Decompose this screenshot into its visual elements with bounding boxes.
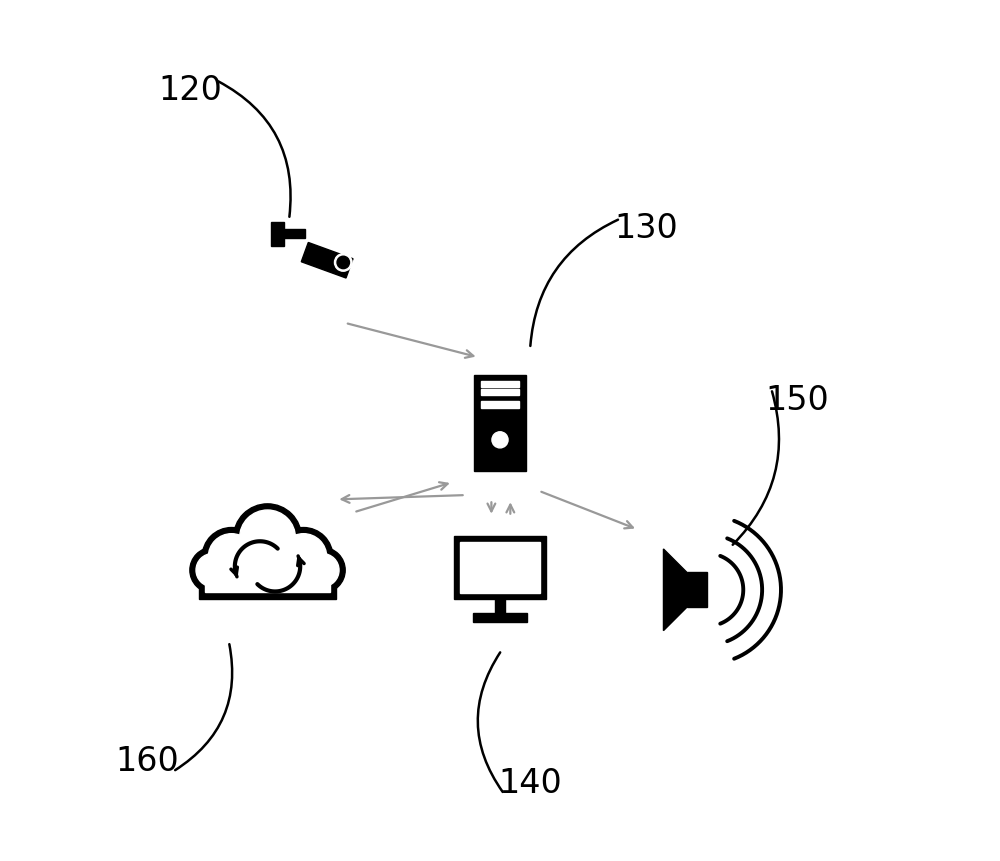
FancyArrowPatch shape: [218, 81, 291, 217]
Circle shape: [280, 534, 327, 580]
FancyBboxPatch shape: [687, 573, 707, 607]
FancyArrowPatch shape: [733, 391, 779, 545]
FancyBboxPatch shape: [454, 536, 546, 599]
Polygon shape: [301, 243, 353, 278]
Circle shape: [334, 254, 352, 271]
FancyBboxPatch shape: [474, 375, 526, 471]
Circle shape: [190, 548, 235, 593]
FancyBboxPatch shape: [460, 542, 540, 593]
FancyArrowPatch shape: [478, 653, 503, 792]
FancyBboxPatch shape: [481, 389, 519, 395]
Circle shape: [300, 548, 345, 593]
Circle shape: [233, 504, 302, 572]
Circle shape: [337, 257, 349, 269]
Circle shape: [274, 528, 333, 586]
FancyBboxPatch shape: [481, 401, 519, 407]
FancyBboxPatch shape: [271, 222, 284, 245]
FancyBboxPatch shape: [473, 613, 527, 623]
FancyBboxPatch shape: [481, 381, 519, 387]
FancyArrowPatch shape: [175, 644, 232, 770]
FancyBboxPatch shape: [495, 598, 505, 613]
Circle shape: [196, 554, 229, 586]
Text: 140: 140: [498, 767, 562, 800]
Circle shape: [240, 510, 295, 566]
Text: 160: 160: [115, 746, 179, 778]
Circle shape: [492, 431, 508, 448]
FancyBboxPatch shape: [199, 567, 336, 598]
FancyArrowPatch shape: [530, 220, 618, 346]
Polygon shape: [663, 549, 687, 630]
FancyBboxPatch shape: [283, 230, 305, 238]
Circle shape: [208, 534, 255, 580]
FancyBboxPatch shape: [205, 562, 330, 592]
Text: 120: 120: [158, 74, 222, 107]
Circle shape: [202, 528, 261, 586]
Text: 150: 150: [765, 384, 829, 417]
Text: 130: 130: [614, 212, 678, 245]
Circle shape: [306, 554, 339, 586]
